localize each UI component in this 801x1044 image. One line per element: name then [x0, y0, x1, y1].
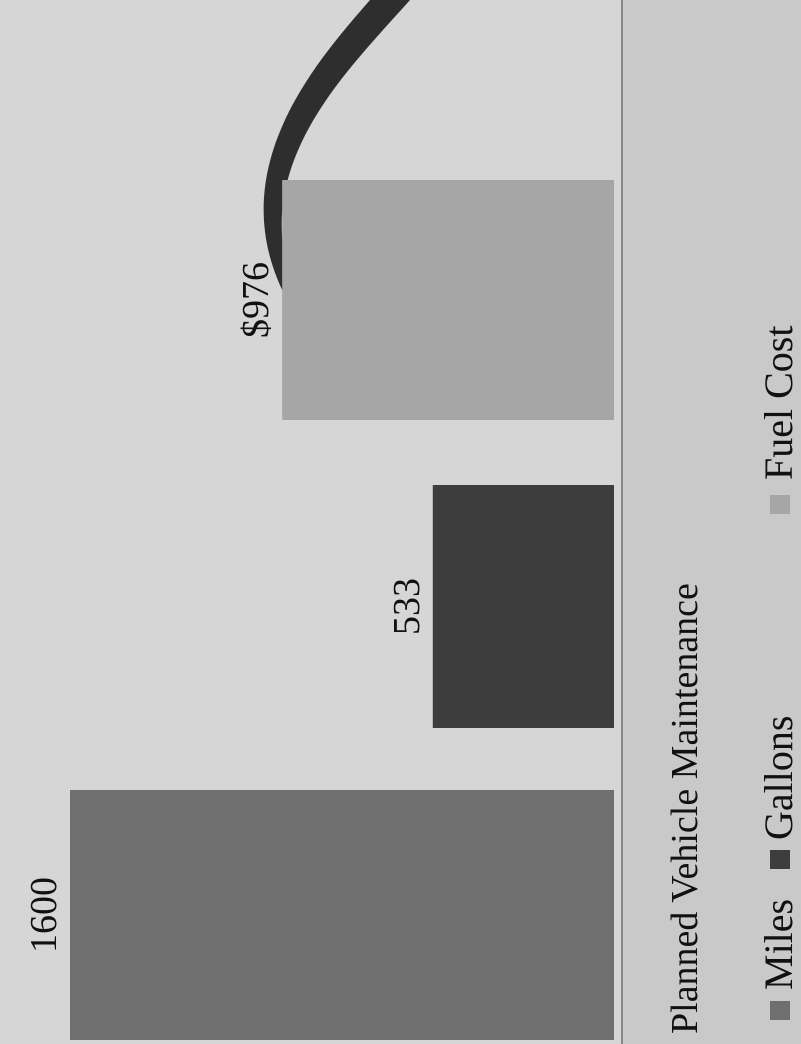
legend-label-miles: Miles	[756, 899, 801, 990]
bar-gallons	[432, 485, 614, 728]
bars-group	[70, 180, 614, 1040]
legend-label-gallons: Gallons	[756, 716, 801, 840]
legend-swatch-fuel-cost	[770, 495, 790, 514]
legend-swatch-miles	[770, 1001, 790, 1020]
bar-fuel-cost	[282, 180, 614, 420]
data-label-miles: 1600	[23, 877, 65, 953]
legend: Miles Gallons Fuel Cost	[756, 326, 801, 1020]
chart-title: Planned Vehicle Maintenance	[664, 583, 706, 1034]
bar-miles	[70, 790, 614, 1040]
legend-swatch-gallons	[770, 850, 790, 869]
data-label-gallons: 533	[386, 578, 428, 635]
decorative-swoosh	[263, 0, 410, 382]
data-label-fuel-cost: $976	[235, 262, 277, 338]
data-labels-group: 1600 533 $976	[23, 262, 428, 953]
legend-label-fuel-cost: Fuel Cost	[756, 326, 801, 480]
